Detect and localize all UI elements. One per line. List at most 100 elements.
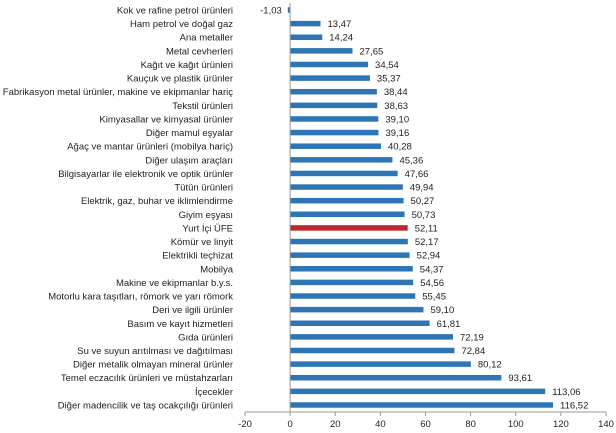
bar: [290, 225, 408, 231]
bar: [290, 34, 323, 40]
value-label: 38,63: [384, 101, 408, 112]
x-tick-label: 0: [287, 419, 292, 430]
bar: [290, 88, 377, 95]
category-label: Gıda ürünleri: [178, 332, 233, 343]
value-label: 49,94: [410, 183, 434, 194]
category-label: Ağaç ve mantar ürünleri (mobilya hariç): [67, 142, 233, 153]
bar: [290, 143, 382, 149]
value-label: 50,73: [412, 210, 436, 221]
category-label: Motorlu kara taşıtları, römork ve yarı r…: [48, 292, 233, 303]
value-label: 52,11: [415, 223, 438, 234]
value-label: 52,17: [415, 237, 439, 248]
category-label: Deri ve ilgili ürünler: [152, 305, 233, 316]
bar: [290, 20, 321, 27]
category-label: Diğer madencilik ve taş ocakçılığı ürünl…: [58, 400, 233, 411]
bar: [290, 279, 414, 286]
category-label: Kağıt ve kağıt ürünleri: [141, 60, 233, 71]
value-label: 34,54: [375, 60, 399, 71]
bar: [287, 7, 291, 13]
x-tick-label: 140: [598, 419, 614, 430]
value-label: 13,47: [328, 19, 352, 30]
category-label: Kauçuk ve plastik ürünler: [127, 74, 233, 85]
bar: [290, 129, 379, 136]
category-label: İçecekler: [195, 387, 233, 398]
category-label: Fabrikasyon metal ürünler, makine ve eki…: [3, 87, 233, 98]
x-tick-label: 120: [553, 419, 569, 430]
x-tick-label: -20: [238, 419, 252, 430]
bar: [290, 306, 424, 313]
category-label: Diğer mamul eşyalar: [146, 128, 233, 139]
bar: [290, 48, 353, 54]
category-label: Yurt İçi ÜFE: [182, 223, 233, 234]
category-label: Metal cevherleri: [166, 46, 233, 57]
value-label: 50,27: [411, 196, 435, 207]
value-label: 35,37: [377, 74, 401, 85]
bar: [290, 402, 554, 408]
category-label: Bilgisayarlar ile elektronik ve optik ür…: [58, 169, 233, 180]
value-label: 27,65: [360, 46, 384, 57]
value-label: 80,12: [478, 360, 502, 371]
bar: [290, 61, 369, 68]
category-label: Tekstil ürünleri: [172, 101, 233, 112]
bar: [290, 334, 454, 340]
value-label: 59,10: [430, 305, 454, 316]
bar: [290, 361, 471, 367]
value-label: 47,66: [405, 169, 429, 180]
category-label: Kimyasallar ve kimyasal ürünler: [99, 114, 233, 125]
category-label: Temel eczacılık ürünleri ve müstahzarlar…: [61, 373, 233, 384]
bar: [290, 170, 398, 177]
category-label: Mobilya: [200, 264, 233, 275]
bar: [290, 184, 403, 190]
category-label: Tütün ürünleri: [174, 183, 233, 194]
x-tick-label: 100: [508, 419, 524, 430]
category-label: Basım ve kayıt hizmetleri: [127, 319, 233, 330]
category-label: Diğer ulaşım araçları: [145, 155, 233, 166]
value-label: 93,61: [508, 373, 532, 384]
value-label: 45,36: [399, 155, 423, 166]
bar: [290, 75, 370, 81]
bar: [290, 102, 378, 109]
value-label: 39,10: [385, 114, 409, 125]
bar: [290, 116, 379, 122]
value-label: 38,44: [384, 87, 408, 98]
category-label: Kok ve rafine petrol ürünleri: [117, 6, 233, 17]
bar: [290, 293, 416, 299]
x-tick-label: 60: [420, 419, 431, 430]
bar: [290, 157, 393, 163]
category-label: Giyim eşyası: [179, 210, 233, 221]
category-label: Ana metaller: [180, 33, 233, 44]
value-label: 55,45: [422, 292, 446, 303]
category-label: Ham petrol ve doğal gaz: [130, 19, 233, 30]
bar: [290, 238, 408, 245]
category-label: Elektrikli teçhizat: [162, 251, 233, 262]
value-label: 14,24: [329, 33, 353, 44]
bar: [290, 347, 455, 354]
category-label: Su ve suyun arıtılması ve dağıtılması: [77, 346, 233, 357]
x-tick-label: 20: [330, 419, 341, 430]
bar: [290, 266, 413, 272]
value-label: -1,03: [260, 6, 282, 17]
bar: [290, 252, 410, 258]
value-label: 116,52: [560, 400, 588, 411]
category-label: Diğer metalik olmayan mineral ürünler: [73, 360, 233, 371]
value-label: 40,28: [388, 142, 412, 153]
value-label: 61,81: [437, 319, 461, 330]
bar: [290, 374, 502, 381]
value-label: 113,06: [552, 387, 580, 398]
bar: [290, 320, 430, 327]
value-label: 52,94: [417, 251, 441, 262]
value-label: 72,19: [460, 332, 484, 343]
category-label: Makine ve ekipmanlar b.y.s.: [116, 278, 233, 289]
category-label: Elektrik, gaz, buhar ve iklimlendirme: [81, 196, 233, 207]
x-tick-label: 80: [465, 419, 476, 430]
value-label: 54,37: [420, 264, 444, 275]
bar: [290, 211, 405, 218]
value-label: 54,56: [420, 278, 444, 289]
bar: [290, 197, 404, 204]
value-label: 72,84: [461, 346, 485, 357]
category-label: Kömür ve linyit: [171, 237, 234, 248]
bar: [290, 388, 546, 395]
value-label: 39,16: [385, 128, 409, 139]
x-tick-label: 40: [375, 419, 386, 430]
